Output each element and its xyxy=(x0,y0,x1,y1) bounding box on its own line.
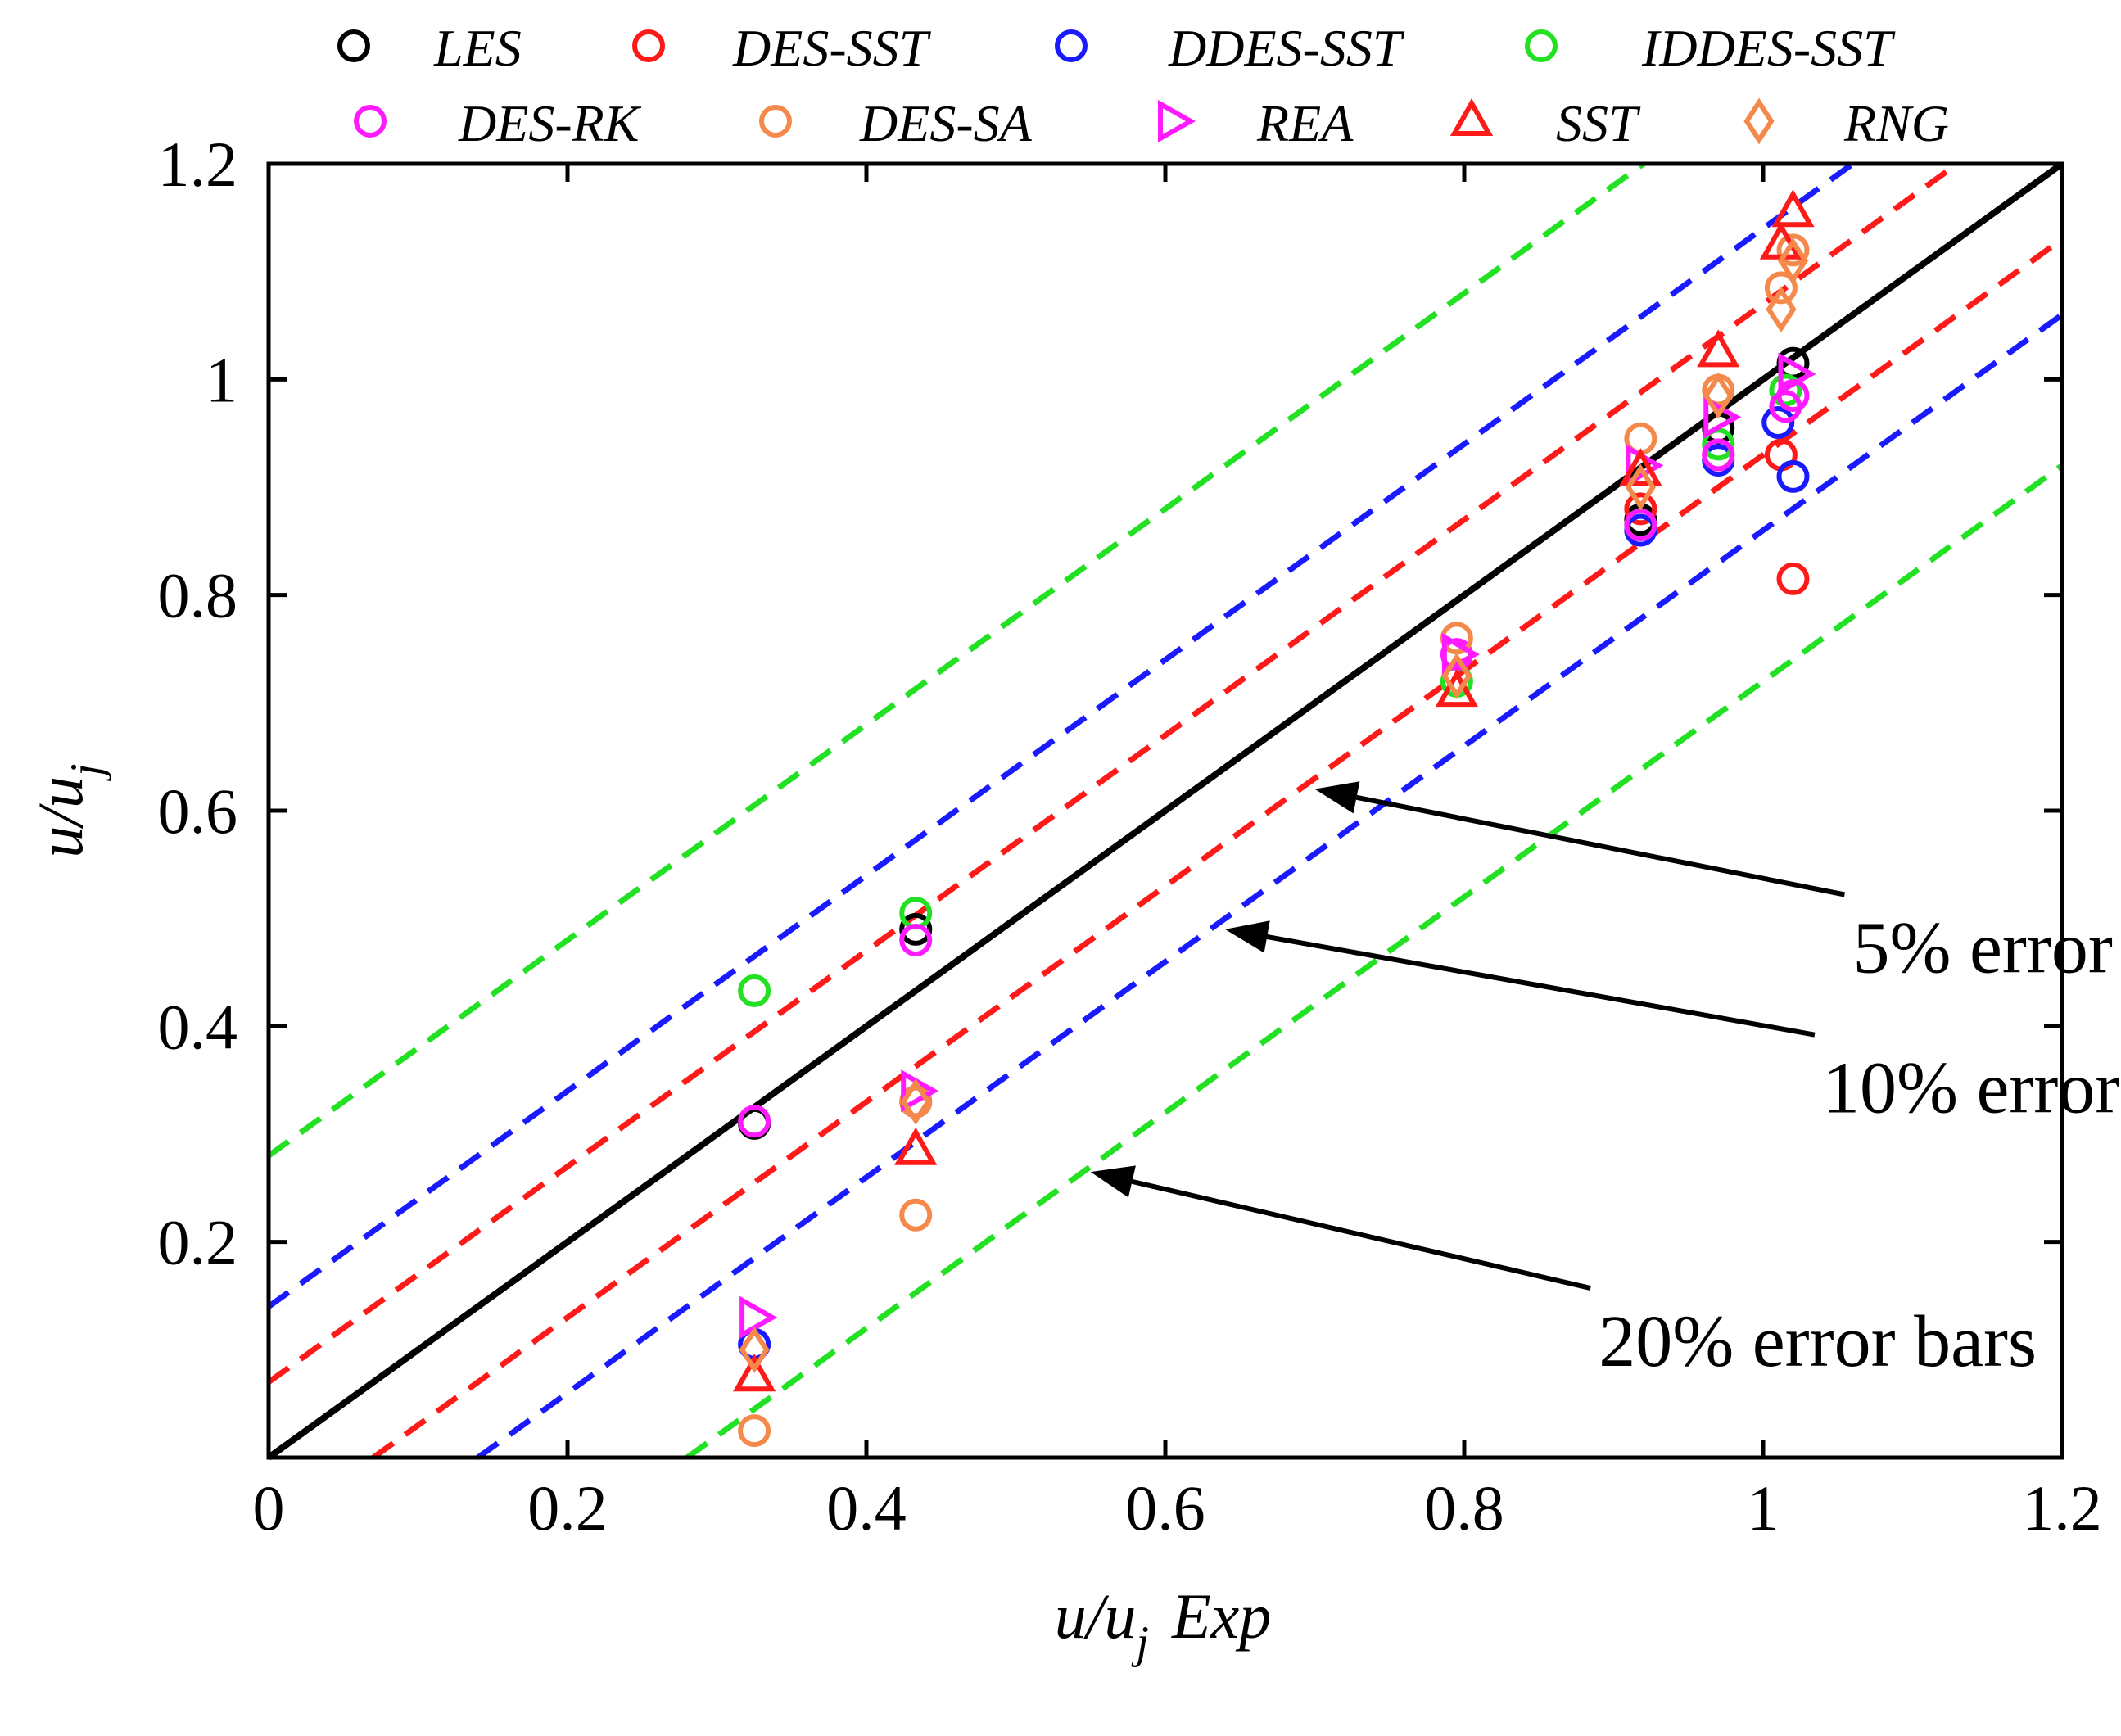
legend-item-des-sst: DES-SST xyxy=(635,19,932,77)
x-tick-label: 1 xyxy=(1748,1472,1780,1544)
point-ddes-sst xyxy=(1780,463,1807,491)
legend-item-les: LES xyxy=(340,19,522,77)
legend-marker-des-sst xyxy=(635,32,663,60)
y-tick-label: 1 xyxy=(206,344,237,415)
x-tick-label: 0 xyxy=(253,1472,285,1544)
annotation-arrow-shaft xyxy=(1356,798,1844,895)
x-tick-label: 0.8 xyxy=(1424,1472,1504,1544)
ref-line-plus-10pct xyxy=(269,164,1853,1307)
reference-lines xyxy=(269,164,2062,1458)
legend-marker-rea xyxy=(1160,104,1191,138)
legend-marker-ddes-sst xyxy=(1057,32,1085,60)
point-sst xyxy=(737,1359,771,1389)
legend-item-sst: SST xyxy=(1454,94,1641,152)
annotation-arrow-head xyxy=(1091,1165,1136,1197)
scatter-chart: LES DES-SST DDES-SST IDDES-SST DES-RK DES-SA R… xyxy=(0,0,2121,1736)
legend-marker-des-sa xyxy=(762,107,789,135)
x-axis-title: u/ujExp xyxy=(1055,1580,1272,1668)
legend-item-rea: REA xyxy=(1160,94,1354,152)
legend-marker-des-rk xyxy=(356,107,384,135)
ref-line-minus-10pct xyxy=(478,314,2063,1458)
legend-item-des-sa: DES-SA xyxy=(762,94,1033,152)
annotation-arrow-head xyxy=(1315,781,1360,813)
y-tick-label: 0.6 xyxy=(158,775,238,847)
legend-label-rng: RNG xyxy=(1843,94,1949,152)
y-axis-title: u/uj xyxy=(25,763,112,857)
annotation-label: 10% error bars xyxy=(1823,1048,2121,1129)
annotation-arrow-shaft xyxy=(1267,937,1815,1035)
point-sst xyxy=(1701,334,1735,364)
x-tick-label: 1.2 xyxy=(2022,1472,2102,1544)
x-tick-label: 0.6 xyxy=(1125,1472,1205,1544)
y-tick-label: 0.4 xyxy=(158,991,238,1062)
legend-item-rng: RNG xyxy=(1747,94,1949,152)
annotation-arrow-head xyxy=(1225,920,1270,952)
series-rea xyxy=(742,357,1811,1335)
ref-line-plus-20pct xyxy=(269,164,1644,1155)
y-tick-label: 0.2 xyxy=(158,1207,238,1278)
annotation-arrow-shaft xyxy=(1132,1182,1590,1288)
legend-label-iddes-sst: IDDES-SST xyxy=(1641,19,1896,77)
legend-marker-sst xyxy=(1454,103,1489,133)
legend-marker-iddes-sst xyxy=(1527,32,1555,60)
legend-label-des-sst: DES-SST xyxy=(732,19,932,77)
legend-marker-les xyxy=(340,32,368,60)
legend-label-sst: SST xyxy=(1556,94,1641,152)
annotation-5-error-bars: 5% error bars xyxy=(1315,781,2121,988)
legend-item-ddes-sst: DDES-SST xyxy=(1057,19,1405,77)
point-des-sst xyxy=(1780,565,1807,593)
legend-label-rea: REA xyxy=(1256,94,1354,152)
series-sst xyxy=(737,194,1810,1389)
legend-item-des-rk: DES-RK xyxy=(356,94,642,152)
annotation-label: 5% error bars xyxy=(1853,908,2121,989)
series-des-sa xyxy=(740,236,1807,1444)
legend: LES DES-SST DDES-SST IDDES-SST DES-RK DES-SA R… xyxy=(340,19,1949,152)
y-tick-label: 1.2 xyxy=(158,129,238,200)
ref-line-identity xyxy=(269,164,2062,1458)
y-tick-label: 0.8 xyxy=(158,560,238,631)
legend-item-iddes-sst: IDDES-SST xyxy=(1527,19,1896,77)
legend-label-des-rk: DES-RK xyxy=(458,94,642,152)
data-points xyxy=(737,194,1811,1444)
legend-label-ddes-sst: DDES-SST xyxy=(1168,19,1405,77)
point-des-sa xyxy=(902,1201,929,1229)
ref-line-minus-5pct xyxy=(373,239,2062,1458)
point-des-sa xyxy=(740,1417,768,1444)
legend-label-les: LES xyxy=(433,19,522,77)
x-tick-label: 0.2 xyxy=(527,1472,608,1544)
x-tick-label: 0.4 xyxy=(826,1472,907,1544)
legend-label-des-sa: DES-SA xyxy=(859,94,1033,152)
annotation-20-error-bars: 20% error bars xyxy=(1091,1165,2037,1382)
ref-line-plus-5pct xyxy=(269,164,1957,1382)
annotation-label: 20% error bars xyxy=(1599,1301,2037,1382)
legend-marker-rng xyxy=(1747,102,1771,140)
point-iddes-sst xyxy=(740,977,768,1005)
annotations: 5% error bars 10% error bars 20% error bar… xyxy=(1091,781,2121,1382)
